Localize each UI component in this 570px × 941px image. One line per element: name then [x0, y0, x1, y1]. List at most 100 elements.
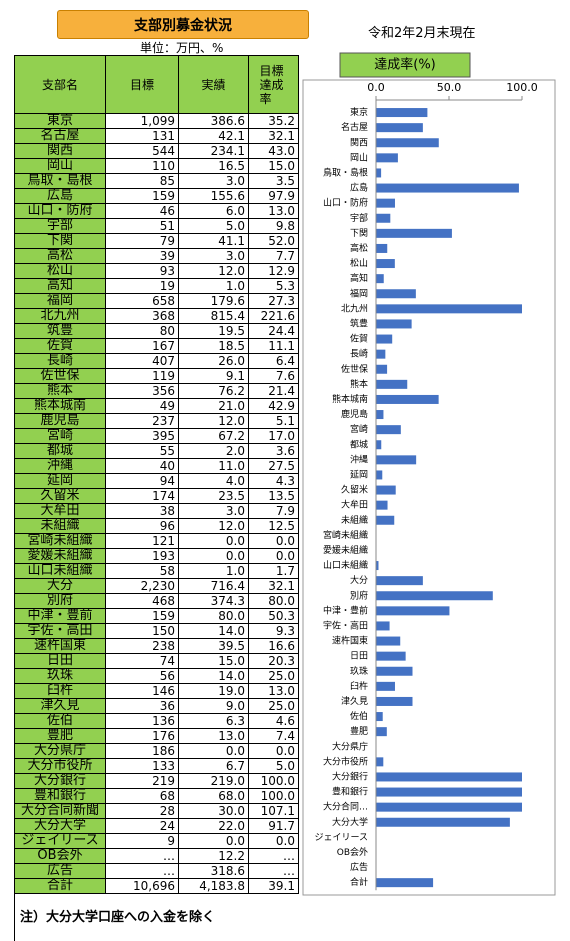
cell: 2,230	[105, 578, 179, 594]
cell: 39.5	[178, 638, 249, 654]
cell: 27.5	[248, 458, 299, 474]
cell: 395	[105, 428, 179, 444]
row: 広島 159 155.6 97.9	[14, 188, 299, 204]
cell: 9	[105, 833, 179, 849]
cell: 468	[105, 593, 179, 609]
cell: 関西	[14, 143, 106, 159]
cell: …	[105, 863, 179, 879]
column-header-text: 目標達成率	[259, 63, 284, 106]
bar	[376, 651, 406, 661]
y-tick-label: 広告	[350, 861, 368, 873]
bar	[376, 319, 412, 329]
cell: 21.4	[248, 383, 299, 399]
y-tick-label: 松山	[350, 257, 368, 269]
cell: 0.0	[178, 743, 249, 759]
cell: 51	[105, 218, 179, 234]
bar	[376, 334, 393, 344]
cell: 23.5	[178, 488, 249, 504]
cell: 56	[105, 668, 179, 684]
title: 支部別募金状況	[57, 10, 309, 39]
y-tick-label: 豊肥	[350, 725, 368, 737]
cell: OB会外	[14, 848, 106, 864]
table: 支部名 目標 実績 目標達成率 東京 1,099 386.6 35.2 名古屋 131 42.1 32…	[14, 55, 299, 894]
cell: 宮崎	[14, 428, 106, 444]
row: 豊肥 176 13.0 7.4	[14, 728, 299, 744]
row: 別府 468 374.3 80.0	[14, 593, 299, 609]
cell: 80.0	[178, 608, 249, 624]
cell: 150	[105, 623, 179, 639]
bar	[376, 621, 390, 631]
bar	[376, 455, 417, 465]
y-tick-label: 宇佐・高田	[323, 619, 368, 631]
cell: 13.5	[248, 488, 299, 504]
cell: 12.0	[178, 263, 249, 279]
row: 宇部 51 5.0 9.8	[14, 218, 299, 234]
cell: 1.0	[178, 278, 249, 294]
cell: 27.3	[248, 293, 299, 309]
bar	[376, 183, 519, 193]
row: 北九州 368 815.4 221.6	[14, 308, 299, 324]
row: 佐伯 136 6.3 4.6	[14, 713, 299, 729]
cell: 36	[105, 698, 179, 714]
bar	[376, 289, 416, 299]
cell: 237	[105, 413, 179, 429]
row: 大分市役所 133 6.7 5.0	[14, 758, 299, 774]
cell: 6.7	[178, 758, 249, 774]
row: 佐世保 119 9.1 7.6	[14, 368, 299, 384]
y-tick-label: 沖縄	[350, 453, 368, 465]
row: 筑豊 80 19.5 24.4	[14, 323, 299, 339]
y-tick-label: 筑豊	[350, 317, 368, 329]
cell: 219.0	[178, 773, 249, 789]
cell: 0.0	[248, 533, 299, 549]
row: 宮崎 395 67.2 17.0	[14, 428, 299, 444]
row: 愛媛未組織 193 0.0 0.0	[14, 548, 299, 564]
date: 令和2年2月末現在	[368, 26, 476, 41]
cell: 159	[105, 608, 179, 624]
cell: 宮崎未組織	[14, 533, 106, 549]
cell: 6.3	[178, 713, 249, 729]
cell: 22.0	[178, 818, 249, 834]
cell: 未組織	[14, 518, 106, 534]
bar	[376, 425, 401, 435]
cell: 岡山	[14, 158, 106, 174]
cell: 28	[105, 803, 179, 819]
cell: 合計	[14, 878, 106, 894]
cell: 100.0	[248, 788, 299, 804]
column-header-text: 目標	[129, 77, 154, 92]
cell: 宇佐・高田	[14, 623, 106, 639]
bar	[376, 515, 395, 525]
row: 佐賀 167 18.5 11.1	[14, 338, 299, 354]
cell: 北九州	[14, 308, 106, 324]
cell: 12.5	[248, 518, 299, 534]
y-tick-label: 山口未組織	[323, 559, 368, 571]
cell: 93	[105, 263, 179, 279]
cell: 大分大学	[14, 818, 106, 834]
cell: 12.9	[248, 263, 299, 279]
cell: 14.0	[178, 668, 249, 684]
bar	[376, 364, 388, 374]
cell: 延岡	[14, 473, 106, 489]
cell: 豊和銀行	[14, 788, 106, 804]
cell: 5.0	[178, 218, 249, 234]
row: 熊本城南 49 21.0 42.9	[14, 398, 299, 414]
row: 高知 19 1.0 5.3	[14, 278, 299, 294]
y-tick-label: 広島	[350, 182, 368, 194]
row: 東京 1,099 386.6 35.2	[14, 113, 299, 129]
cell: 13.0	[248, 683, 299, 699]
row: 速杵国東 238 39.5 16.6	[14, 638, 299, 654]
bar	[376, 802, 522, 812]
column-header: 目標	[105, 55, 179, 114]
border	[14, 893, 15, 941]
row: 津久見 36 9.0 25.0	[14, 698, 299, 714]
cell: 6.0	[178, 203, 249, 219]
cell: 13.0	[178, 728, 249, 744]
y-tick-label: 宮崎未組織	[323, 529, 368, 541]
row: ジェイリース 9 0.0 0.0	[14, 833, 299, 849]
bar	[376, 787, 522, 797]
cell: 24	[105, 818, 179, 834]
cell: 7.7	[248, 248, 299, 264]
cell: 100.0	[248, 773, 299, 789]
cell: 386.6	[178, 113, 249, 129]
cell: 臼杵	[14, 683, 106, 699]
header-row: 支部名 目標 実績 目標達成率	[14, 55, 299, 114]
